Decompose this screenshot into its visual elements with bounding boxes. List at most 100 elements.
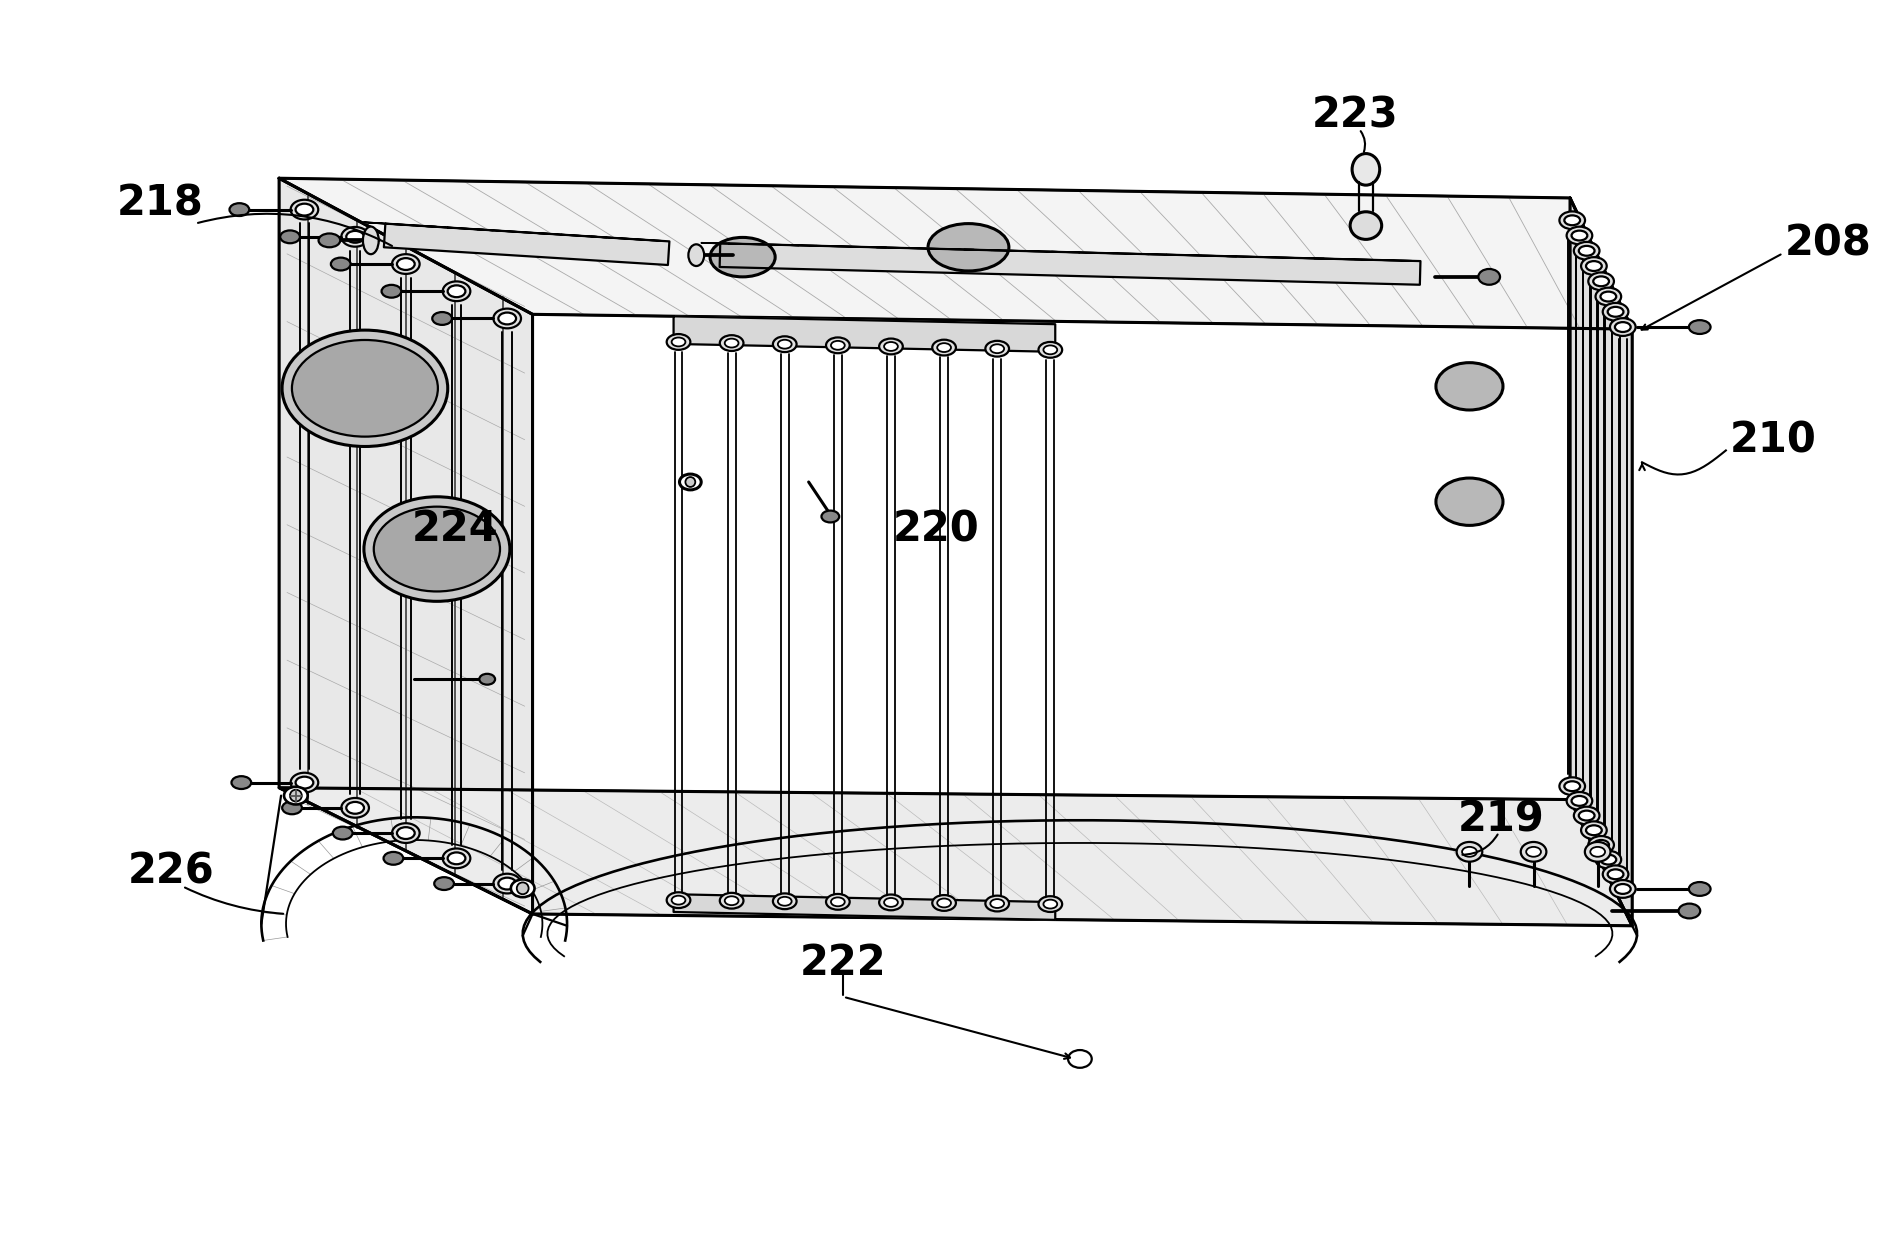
Polygon shape: [789, 245, 886, 247]
Polygon shape: [719, 244, 1419, 285]
Ellipse shape: [282, 330, 448, 446]
Ellipse shape: [331, 257, 350, 271]
Ellipse shape: [1677, 903, 1699, 918]
Ellipse shape: [1039, 342, 1061, 357]
Ellipse shape: [830, 897, 845, 907]
Ellipse shape: [719, 335, 743, 351]
Ellipse shape: [1039, 897, 1061, 912]
Ellipse shape: [777, 340, 790, 348]
Ellipse shape: [1609, 881, 1635, 898]
Text: 208: 208: [1784, 222, 1871, 265]
Ellipse shape: [772, 893, 796, 909]
Ellipse shape: [346, 231, 363, 242]
Ellipse shape: [1581, 257, 1605, 275]
Ellipse shape: [284, 787, 307, 804]
Ellipse shape: [1571, 231, 1587, 241]
Polygon shape: [1314, 259, 1412, 261]
Polygon shape: [279, 179, 533, 914]
Ellipse shape: [1607, 869, 1622, 879]
Ellipse shape: [1577, 811, 1594, 821]
Ellipse shape: [442, 848, 470, 868]
Ellipse shape: [1043, 346, 1056, 355]
Ellipse shape: [885, 898, 898, 907]
Polygon shape: [1570, 197, 1632, 926]
Ellipse shape: [990, 899, 1003, 908]
Ellipse shape: [1592, 276, 1607, 286]
Ellipse shape: [1436, 362, 1502, 410]
Ellipse shape: [1615, 884, 1630, 894]
Ellipse shape: [679, 475, 700, 490]
Ellipse shape: [885, 342, 898, 351]
Text: 210: 210: [1730, 420, 1816, 462]
Ellipse shape: [499, 878, 516, 889]
Ellipse shape: [448, 285, 465, 297]
Ellipse shape: [1566, 226, 1592, 245]
Ellipse shape: [1436, 478, 1502, 526]
Ellipse shape: [1460, 847, 1475, 857]
Ellipse shape: [1581, 822, 1605, 839]
Ellipse shape: [1349, 212, 1381, 240]
Ellipse shape: [1351, 154, 1380, 185]
Ellipse shape: [710, 237, 775, 277]
Ellipse shape: [442, 281, 470, 301]
Ellipse shape: [1573, 807, 1598, 824]
Polygon shape: [279, 788, 1632, 926]
Ellipse shape: [282, 802, 301, 814]
Ellipse shape: [341, 798, 369, 818]
Text: 219: 219: [1457, 798, 1543, 841]
Ellipse shape: [1521, 842, 1545, 862]
Ellipse shape: [1609, 318, 1635, 336]
Ellipse shape: [689, 245, 704, 266]
Ellipse shape: [932, 896, 956, 911]
Ellipse shape: [1477, 269, 1500, 285]
Ellipse shape: [1592, 841, 1607, 849]
Ellipse shape: [1571, 796, 1587, 806]
Ellipse shape: [1587, 836, 1613, 854]
Ellipse shape: [292, 340, 439, 437]
Polygon shape: [534, 232, 606, 237]
Polygon shape: [420, 226, 493, 230]
Ellipse shape: [1594, 851, 1620, 868]
Ellipse shape: [826, 337, 849, 353]
Text: 222: 222: [800, 942, 886, 984]
Ellipse shape: [1585, 261, 1602, 271]
Ellipse shape: [280, 230, 299, 244]
Ellipse shape: [666, 892, 691, 908]
Polygon shape: [476, 230, 550, 234]
Polygon shape: [674, 316, 1054, 352]
Text: 223: 223: [1312, 94, 1398, 136]
Ellipse shape: [1602, 304, 1628, 321]
Ellipse shape: [499, 312, 516, 325]
Ellipse shape: [391, 823, 420, 843]
Ellipse shape: [830, 341, 845, 350]
Polygon shape: [279, 179, 1632, 330]
Ellipse shape: [493, 874, 521, 893]
Ellipse shape: [685, 477, 694, 487]
Ellipse shape: [318, 234, 341, 247]
Ellipse shape: [672, 896, 685, 904]
Ellipse shape: [230, 204, 248, 216]
Ellipse shape: [1457, 842, 1481, 862]
Ellipse shape: [1602, 866, 1628, 883]
Ellipse shape: [231, 776, 250, 789]
Ellipse shape: [719, 893, 743, 908]
Ellipse shape: [363, 497, 510, 601]
Text: 224: 224: [412, 508, 499, 551]
Ellipse shape: [1043, 899, 1056, 908]
Ellipse shape: [1600, 854, 1615, 864]
Ellipse shape: [879, 338, 901, 355]
Ellipse shape: [826, 894, 849, 909]
Polygon shape: [1225, 256, 1323, 259]
Ellipse shape: [493, 309, 521, 328]
Ellipse shape: [772, 336, 796, 352]
Text: 218: 218: [117, 182, 203, 225]
Ellipse shape: [1067, 1050, 1092, 1068]
Ellipse shape: [516, 882, 529, 894]
Ellipse shape: [480, 673, 495, 684]
Ellipse shape: [666, 333, 691, 350]
Ellipse shape: [1564, 782, 1579, 791]
Ellipse shape: [1587, 272, 1613, 290]
Ellipse shape: [346, 802, 363, 814]
Polygon shape: [700, 242, 798, 245]
Ellipse shape: [363, 226, 378, 255]
